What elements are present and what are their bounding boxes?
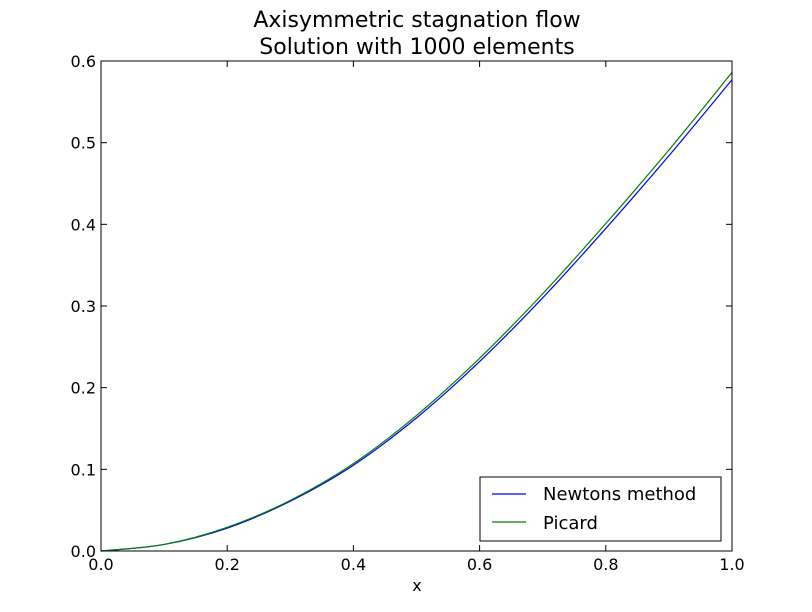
legend-box bbox=[479, 476, 722, 542]
x-axis-label: x bbox=[412, 576, 421, 595]
y-tick-label-5: 0.5 bbox=[71, 134, 96, 153]
chart-title: Axisymmetric stagnation flow bbox=[253, 8, 580, 33]
x-tick-label-0: 0.0 bbox=[88, 555, 113, 574]
x-tick-label-4: 0.8 bbox=[593, 555, 618, 574]
series-line-0 bbox=[100, 79, 733, 552]
y-tick-label-1: 0.1 bbox=[71, 460, 96, 479]
chart-subtitle: Solution with 1000 elements bbox=[259, 35, 574, 60]
y-tick-label-4: 0.4 bbox=[71, 215, 96, 234]
x-tick-label-3: 0.6 bbox=[467, 555, 492, 574]
x-tick-label-5: 1.0 bbox=[719, 555, 744, 574]
y-tick-label-0: 0.0 bbox=[71, 542, 96, 561]
axis-ticks: 0.0 0.2 0.4 0.6 0.8 1.0 0.0 0.1 0.2 0.3 0.4 0.5 0.6 bbox=[71, 52, 745, 574]
legend: Newtons method Picard bbox=[479, 476, 722, 542]
series-line-1 bbox=[100, 72, 733, 552]
y-tick-label-6: 0.6 bbox=[71, 52, 96, 71]
plot-area bbox=[100, 72, 733, 552]
y-tick-label-3: 0.3 bbox=[71, 297, 96, 316]
legend-label-picard: Picard bbox=[543, 513, 598, 534]
y-tick-label-2: 0.2 bbox=[71, 379, 96, 398]
legend-label-newtons: Newtons method bbox=[543, 484, 696, 505]
x-tick-label-1: 0.2 bbox=[214, 555, 239, 574]
x-tick-label-2: 0.4 bbox=[341, 555, 366, 574]
